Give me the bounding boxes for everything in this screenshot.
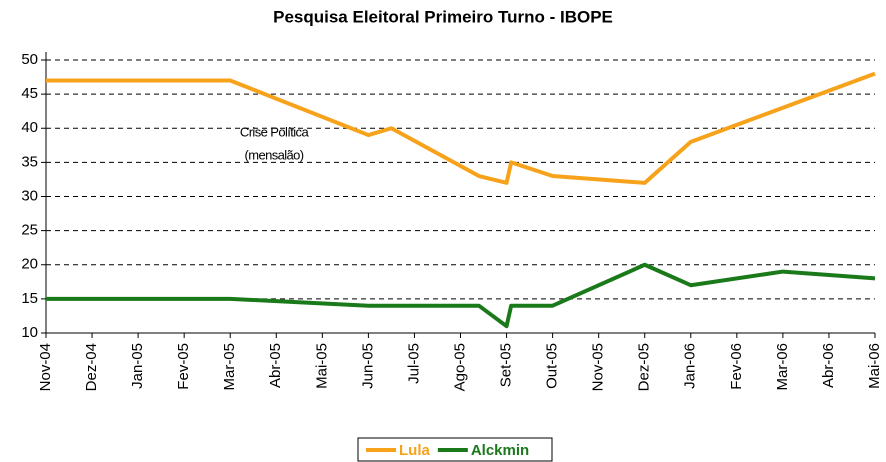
y-tick-label: 35	[21, 153, 38, 170]
y-tick-label: 45	[21, 85, 38, 102]
x-tick-label: Mai-06	[866, 343, 883, 389]
x-tick-label: Jun-05	[359, 343, 376, 389]
series-line	[46, 262, 876, 329]
x-tick-label: Fev-05	[175, 343, 192, 390]
x-tick-label: Mai-05	[313, 343, 330, 389]
x-tick-label: Abr-06	[820, 343, 837, 388]
y-tick-label: 15	[21, 290, 38, 307]
x-tick-label: Dez-04	[83, 343, 100, 391]
y-tick-label: 20	[21, 256, 38, 273]
x-tick-label: Abr-05	[267, 343, 284, 388]
y-tick-label: 30	[21, 187, 38, 204]
x-tick-label: Set-05	[498, 343, 515, 387]
x-tick-label: Fev-06	[728, 343, 745, 390]
x-tick-label: Out-05	[544, 343, 561, 389]
y-tick-label: 10	[21, 324, 38, 341]
legend-label: Lula	[399, 442, 430, 459]
x-tick-label: Mar-06	[774, 343, 791, 391]
y-tick-label: 25	[21, 222, 38, 239]
y-tick-label: 40	[21, 119, 38, 136]
x-tick-label: Nov-05	[590, 343, 607, 391]
series-line	[46, 71, 876, 185]
x-tick-label: Ago-05	[451, 343, 468, 391]
y-tick-label: 50	[21, 51, 38, 68]
x-tick-label: Jul-05	[405, 343, 422, 384]
chart-title: Pesquisa Eleitoral Primeiro Turno - IBOP…	[273, 7, 613, 26]
x-tick-label: Mar-05	[221, 343, 238, 391]
annotation: (mensalão)	[244, 147, 303, 162]
x-tick-label: Nov-04	[37, 343, 54, 391]
annotation: Crise Política	[240, 124, 310, 139]
x-tick-label: Jan-05	[129, 343, 146, 389]
x-tick-label: Dez-05	[636, 343, 653, 391]
x-tick-label: Jan-06	[682, 343, 699, 389]
legend-label: Alckmin	[471, 442, 529, 459]
